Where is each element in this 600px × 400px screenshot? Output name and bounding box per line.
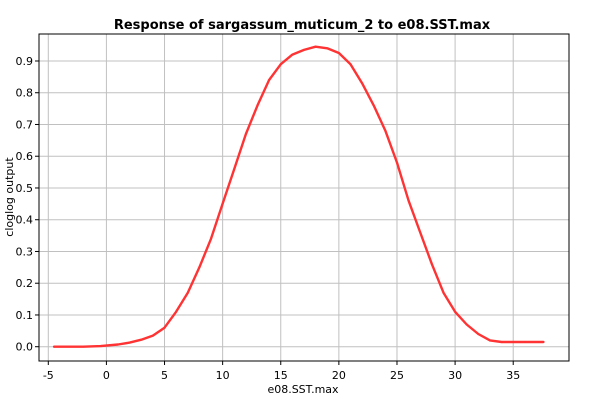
data-point — [465, 323, 468, 326]
grid-layer — [39, 34, 569, 361]
x-tick-label: 25 — [390, 369, 404, 382]
data-point — [303, 48, 305, 51]
y-tick-label: 0.1 — [16, 309, 34, 322]
data-point — [542, 341, 545, 343]
data-point — [163, 326, 166, 329]
x-tick-label: 15 — [274, 369, 288, 382]
y-tick-label: 0.6 — [16, 150, 34, 163]
x-tick-label: 5 — [161, 369, 168, 382]
response-curve — [52, 45, 545, 348]
x-tick-label: -5 — [43, 369, 54, 382]
y-tick-label: 0.8 — [16, 87, 34, 100]
y-tick-label: 0.4 — [16, 214, 34, 227]
data-point — [279, 63, 282, 66]
series-layer — [52, 45, 545, 348]
data-point — [117, 343, 119, 346]
y-tick-label: 0.3 — [16, 245, 34, 258]
x-axis-label: e08.SST.max — [267, 383, 339, 396]
data-point — [419, 231, 422, 234]
data-point — [477, 333, 480, 335]
data-point — [326, 47, 329, 50]
data-point — [244, 133, 247, 135]
data-point — [489, 339, 491, 342]
data-point — [140, 338, 143, 341]
data-point — [500, 341, 503, 343]
data-point — [233, 168, 236, 170]
y-tick-label: 0.5 — [16, 182, 34, 195]
y-axis-label: cloglog output — [3, 157, 16, 237]
y-tick-label: 0.2 — [16, 277, 34, 290]
data-point — [512, 341, 515, 343]
plot-frame — [38, 33, 570, 362]
data-point — [523, 341, 526, 343]
y-tick-label: 0.9 — [16, 55, 34, 68]
data-point — [291, 53, 294, 56]
data-point — [454, 310, 456, 313]
x-tick-label: 30 — [448, 369, 462, 382]
data-point — [82, 345, 85, 348]
x-tick-label: 35 — [506, 369, 520, 382]
data-point — [175, 310, 178, 313]
data-point — [186, 291, 189, 294]
y-tick-label: 0.7 — [16, 118, 34, 131]
data-point — [407, 199, 410, 202]
data-point — [210, 237, 212, 240]
data-point — [430, 263, 433, 266]
data-point — [152, 334, 154, 337]
tick-layer: -5 0 5 10 15 20 25 30 35 0.0 0.1 0.2 0.3 0.4 0.5 0.6 0.7… — [16, 55, 521, 382]
data-point — [361, 82, 364, 85]
data-point — [314, 45, 317, 48]
data-point — [53, 345, 56, 348]
data-point — [198, 266, 201, 269]
chart-title: Response of sargassum_muticum_2 to e08.S… — [114, 18, 491, 33]
data-point — [337, 52, 340, 54]
data-point — [384, 129, 387, 132]
data-point — [442, 291, 445, 294]
data-point — [396, 161, 398, 164]
data-point — [372, 104, 375, 107]
y-tick-label: 0.0 — [16, 341, 34, 354]
x-tick-label: 10 — [216, 369, 230, 382]
data-point — [349, 63, 352, 66]
data-point — [99, 345, 102, 347]
data-point — [256, 104, 259, 107]
x-tick-label: 0 — [103, 369, 110, 382]
x-tick-label: 20 — [332, 369, 346, 382]
data-point — [128, 341, 131, 344]
data-point — [221, 202, 224, 205]
data-point — [268, 79, 271, 81]
